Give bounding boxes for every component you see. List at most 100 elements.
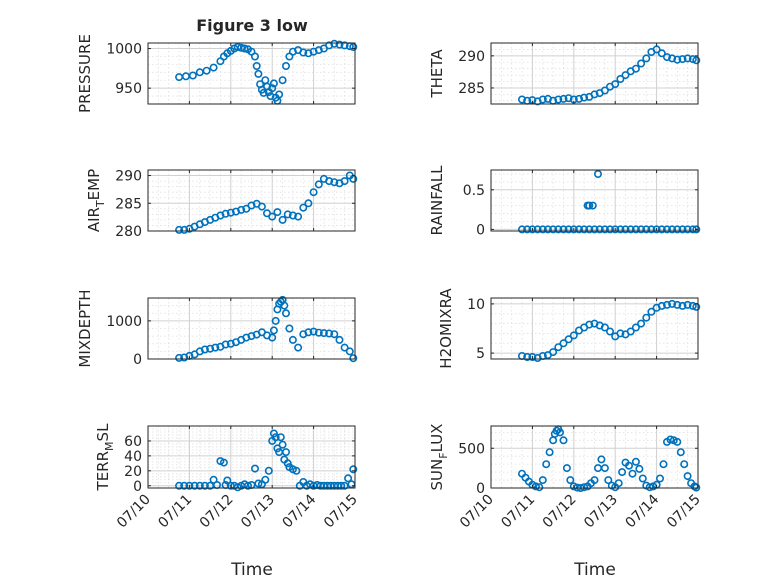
y-tick-label: 20 bbox=[124, 464, 142, 480]
data-point bbox=[585, 320, 594, 329]
data-point bbox=[580, 93, 589, 102]
data-point bbox=[668, 299, 677, 308]
data-point bbox=[593, 464, 602, 473]
data-point bbox=[569, 225, 578, 234]
data-point bbox=[219, 458, 228, 467]
data-point bbox=[278, 440, 287, 449]
data-point bbox=[268, 212, 277, 221]
data-point bbox=[559, 339, 568, 348]
data-point bbox=[662, 300, 671, 309]
data-point bbox=[600, 464, 609, 473]
data-point bbox=[200, 345, 209, 354]
data-point bbox=[688, 301, 697, 310]
data-point bbox=[180, 481, 189, 490]
data-point bbox=[240, 44, 249, 53]
data-point bbox=[271, 316, 280, 325]
x-axis-label-left: Time bbox=[230, 560, 273, 580]
data-point bbox=[268, 333, 277, 342]
data-point bbox=[626, 327, 635, 336]
data-point bbox=[269, 326, 278, 335]
data-point bbox=[309, 188, 318, 197]
data-point bbox=[200, 481, 209, 490]
data-point bbox=[309, 327, 318, 336]
data-point bbox=[678, 55, 687, 64]
axes-box bbox=[490, 297, 699, 360]
data-point bbox=[588, 201, 597, 210]
data-point bbox=[304, 328, 313, 337]
data-point bbox=[562, 464, 571, 473]
data-point bbox=[628, 469, 637, 478]
data-point bbox=[340, 177, 349, 186]
data-point bbox=[538, 476, 547, 485]
data-point bbox=[559, 436, 568, 445]
data-point bbox=[637, 59, 646, 68]
data-point bbox=[585, 201, 594, 210]
data-point bbox=[642, 225, 651, 234]
data-point bbox=[340, 343, 349, 352]
data-point bbox=[600, 225, 609, 234]
axes-box bbox=[147, 169, 356, 232]
x-tick-label: 07/10 bbox=[114, 492, 154, 532]
data-point bbox=[662, 225, 671, 234]
data-point bbox=[668, 225, 677, 234]
data-point bbox=[614, 479, 623, 488]
data-point bbox=[294, 343, 303, 352]
data-point bbox=[181, 72, 190, 81]
data-point bbox=[590, 90, 599, 99]
data-point bbox=[554, 95, 563, 104]
data-point bbox=[175, 353, 184, 362]
data-point bbox=[517, 225, 526, 234]
data-point bbox=[657, 301, 666, 310]
data-point bbox=[692, 56, 701, 65]
subplot-theta: 285 290 THETA bbox=[428, 42, 701, 106]
x-tick-label: 07/12 bbox=[540, 492, 580, 532]
data-point bbox=[580, 225, 589, 234]
data-point bbox=[340, 41, 349, 50]
data-point bbox=[314, 328, 323, 337]
data-point bbox=[647, 225, 656, 234]
data-point bbox=[283, 459, 292, 468]
subplot-rainfall: 0 0.5 RAINFALL bbox=[428, 165, 701, 238]
data-point bbox=[652, 225, 661, 234]
data-point bbox=[635, 464, 644, 473]
data-point bbox=[569, 482, 578, 491]
x-tick-label: 07/11 bbox=[155, 492, 195, 532]
data-point bbox=[564, 335, 573, 344]
y-tick-label: 5 bbox=[476, 346, 485, 362]
data-point bbox=[349, 465, 358, 474]
data-point bbox=[673, 437, 682, 446]
data-point bbox=[574, 94, 583, 103]
data-point bbox=[276, 433, 285, 442]
y-tick-label: 280 bbox=[115, 224, 142, 240]
data-point bbox=[202, 66, 211, 75]
data-point bbox=[251, 464, 260, 473]
y-axis-label-pressure: PRESSURE bbox=[76, 34, 94, 113]
data-point bbox=[657, 49, 666, 58]
data-point bbox=[269, 79, 278, 88]
data-point bbox=[190, 481, 199, 490]
data-point bbox=[226, 208, 235, 217]
data-point bbox=[221, 340, 230, 349]
data-point bbox=[304, 199, 313, 208]
data-point bbox=[673, 55, 682, 64]
data-point bbox=[585, 225, 594, 234]
y-tick-label: 0 bbox=[476, 222, 485, 238]
data-point bbox=[285, 324, 294, 333]
y-tick-label: 0 bbox=[133, 352, 142, 368]
data-point bbox=[680, 460, 689, 469]
data-point bbox=[288, 335, 297, 344]
data-point bbox=[281, 61, 290, 70]
x-axis-label-right: Time bbox=[573, 560, 616, 580]
y-tick-label: 40 bbox=[124, 449, 142, 465]
y-tick-label: 10 bbox=[467, 297, 485, 313]
data-point bbox=[280, 301, 289, 310]
data-point bbox=[335, 40, 344, 49]
data-point bbox=[299, 203, 308, 212]
data-point bbox=[600, 323, 609, 332]
figure-title: Figure 3 low bbox=[196, 16, 308, 35]
data-point bbox=[330, 330, 339, 339]
data-point bbox=[535, 483, 544, 492]
data-point bbox=[543, 225, 552, 234]
data-point bbox=[545, 448, 554, 457]
